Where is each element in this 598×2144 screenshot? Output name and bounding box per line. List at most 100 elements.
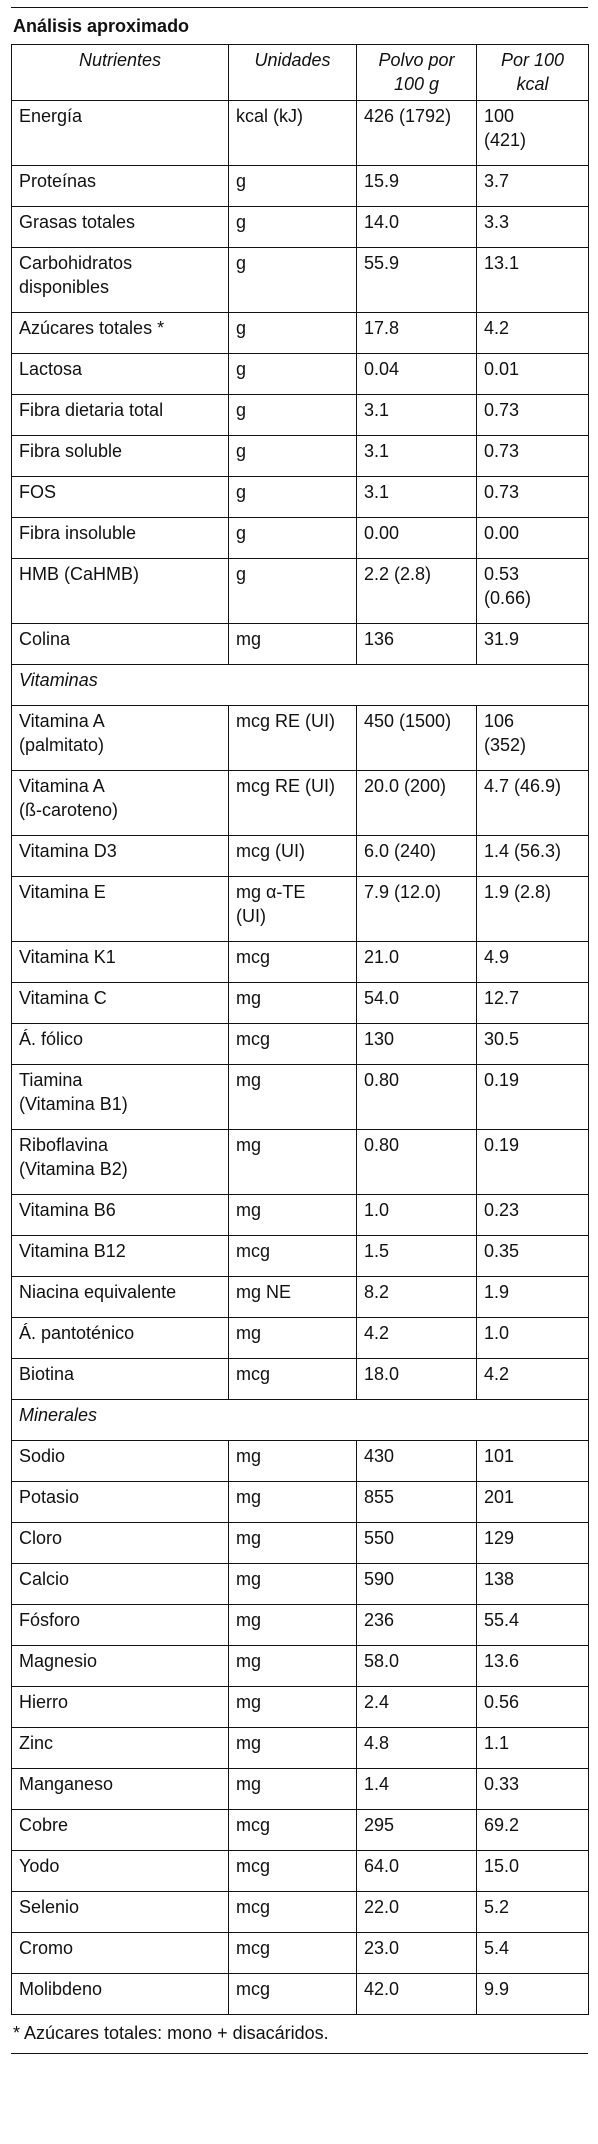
table-cell: mcg xyxy=(228,1235,357,1277)
table-cell: Fósforo xyxy=(11,1604,229,1646)
table-cell: mg xyxy=(228,1317,357,1359)
section-label: Minerales xyxy=(11,1399,589,1441)
table-cell: Vitamina E xyxy=(11,876,229,942)
table-cell: mg xyxy=(228,1768,357,1810)
table-cell: Yodo xyxy=(11,1850,229,1892)
table-row: Manganeso mg 1.4 0.33 xyxy=(11,1768,589,1810)
table-cell: 1.0 xyxy=(356,1194,477,1236)
table-cell: 64.0 xyxy=(356,1850,477,1892)
table-row: Vitamina A (ß-caroteno) mcg RE (UI) 20.0 (… xyxy=(11,770,589,836)
table-cell: mg α-TE (UI) xyxy=(228,876,357,942)
section-row: Vitaminas xyxy=(11,664,589,706)
table-cell: mg xyxy=(228,1194,357,1236)
header-row: Nutrientes Unidades Polvo por 100 g Por 100… xyxy=(11,44,589,101)
table-row: Selenio mcg 22.0 5.2 xyxy=(11,1891,589,1933)
table-cell: 58.0 xyxy=(356,1645,477,1687)
table-cell: mcg xyxy=(228,1809,357,1851)
section-label: Vitaminas xyxy=(11,664,589,706)
table-cell: 4.9 xyxy=(476,941,589,983)
table-cell: Cobre xyxy=(11,1809,229,1851)
table-cell: 236 xyxy=(356,1604,477,1646)
table-cell: 0.53 (0.66) xyxy=(476,558,589,624)
table-cell: 13.6 xyxy=(476,1645,589,1687)
table-cell: g xyxy=(228,353,357,395)
table-cell: 2.2 (2.8) xyxy=(356,558,477,624)
table-cell: Grasas totales xyxy=(11,206,229,248)
top-rule xyxy=(11,7,588,8)
table-cell: 138 xyxy=(476,1563,589,1605)
table-cell: 295 xyxy=(356,1809,477,1851)
table-cell: Calcio xyxy=(11,1563,229,1605)
table-cell: 4.2 xyxy=(476,1358,589,1400)
table-cell: 1.1 xyxy=(476,1727,589,1769)
table-cell: FOS xyxy=(11,476,229,518)
table-cell: Fibra dietaria total xyxy=(11,394,229,436)
table-cell: mg xyxy=(228,1604,357,1646)
table-row: Sodio mg 430 101 xyxy=(11,1440,589,1482)
table-cell: mcg xyxy=(228,1932,357,1974)
table-cell: 69.2 xyxy=(476,1809,589,1851)
table-cell: 1.4 (56.3) xyxy=(476,835,589,877)
table-row: Hierro mg 2.4 0.56 xyxy=(11,1686,589,1728)
table-cell: 130 xyxy=(356,1023,477,1065)
table-cell: Potasio xyxy=(11,1481,229,1523)
table-row: Calcio mg 590 138 xyxy=(11,1563,589,1605)
table-cell: Á. fólico xyxy=(11,1023,229,1065)
table-row: Niacina equivalente mg NE 8.2 1.9 xyxy=(11,1276,589,1318)
table-cell: Vitamina K1 xyxy=(11,941,229,983)
table-cell: Vitamina A (ß-caroteno) xyxy=(11,770,229,836)
table-cell: 30.5 xyxy=(476,1023,589,1065)
table-cell: Zinc xyxy=(11,1727,229,1769)
table-cell: Energía xyxy=(11,100,229,166)
table-cell: Vitamina C xyxy=(11,982,229,1024)
table-cell: 0.35 xyxy=(476,1235,589,1277)
table-cell: 0.00 xyxy=(356,517,477,559)
table-cell: 22.0 xyxy=(356,1891,477,1933)
table-cell: 1.9 xyxy=(476,1276,589,1318)
table-cell: 42.0 xyxy=(356,1973,477,2015)
table-row: Cobre mcg 295 69.2 xyxy=(11,1809,589,1851)
table-cell: g xyxy=(228,435,357,477)
table-cell: Molibdeno xyxy=(11,1973,229,2015)
table-cell: 21.0 xyxy=(356,941,477,983)
table-cell: mg xyxy=(228,1727,357,1769)
table-row: Vitamina D3 mcg (UI) 6.0 (240) 1.4 (56.3) xyxy=(11,835,589,877)
table-cell: 54.0 xyxy=(356,982,477,1024)
table-cell: mg NE xyxy=(228,1276,357,1318)
table-cell: 12.7 xyxy=(476,982,589,1024)
table-cell: Sodio xyxy=(11,1440,229,1482)
table-cell: 855 xyxy=(356,1481,477,1523)
table-row: Energía kcal (kJ) 426 (1792) 100 (421) xyxy=(11,100,589,166)
table-row: Fibra insoluble g 0.00 0.00 xyxy=(11,517,589,559)
table-cell: mg xyxy=(228,982,357,1024)
table-row: Yodo mcg 64.0 15.0 xyxy=(11,1850,589,1892)
table-cell: 6.0 (240) xyxy=(356,835,477,877)
table-cell: 0.56 xyxy=(476,1686,589,1728)
table-cell: Hierro xyxy=(11,1686,229,1728)
table-cell: 0.73 xyxy=(476,394,589,436)
table-cell: 5.2 xyxy=(476,1891,589,1933)
table-row: Á. pantoténico mg 4.2 1.0 xyxy=(11,1317,589,1359)
table-cell: 426 (1792) xyxy=(356,100,477,166)
table-cell: mcg xyxy=(228,1973,357,2015)
table-row: Tiamina (Vitamina B1) mg 0.80 0.19 xyxy=(11,1064,589,1130)
table-cell: Manganeso xyxy=(11,1768,229,1810)
table-row: Cloro mg 550 129 xyxy=(11,1522,589,1564)
table-row: HMB (CaHMB) g 2.2 (2.8) 0.53 (0.66) xyxy=(11,558,589,624)
table-cell: mcg RE (UI) xyxy=(228,770,357,836)
table-cell: Azúcares totales * xyxy=(11,312,229,354)
table-cell: mg xyxy=(228,1522,357,1564)
table-cell: Vitamina A (palmitato) xyxy=(11,705,229,771)
table-cell: 13.1 xyxy=(476,247,589,313)
table-cell: 0.73 xyxy=(476,435,589,477)
table-body: Energía kcal (kJ) 426 (1792) 100 (421) Prote… xyxy=(11,100,589,2015)
table-row: Riboflavina (Vitamina B2) mg 0.80 0.19 xyxy=(11,1129,589,1195)
table-row: FOS g 3.1 0.73 xyxy=(11,476,589,518)
table-cell: 0.01 xyxy=(476,353,589,395)
table-cell: 31.9 xyxy=(476,623,589,665)
table-cell: 430 xyxy=(356,1440,477,1482)
table-cell: Cromo xyxy=(11,1932,229,1974)
table-cell: mcg xyxy=(228,1358,357,1400)
